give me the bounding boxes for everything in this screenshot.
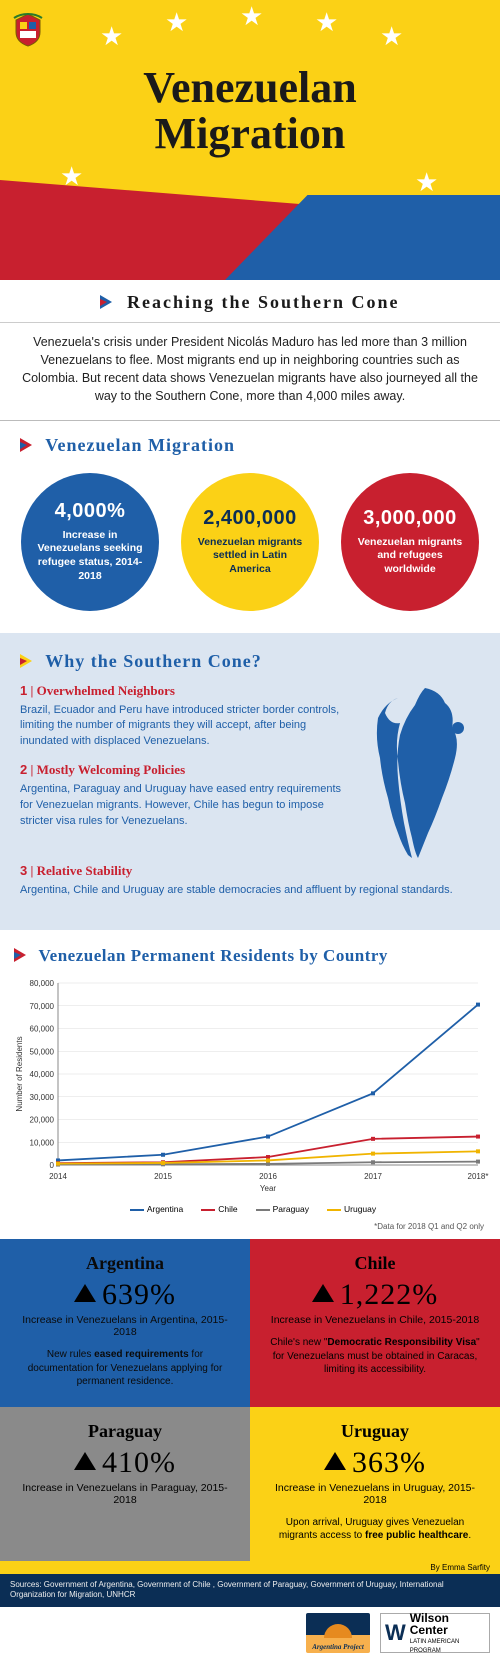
svg-text:Year: Year <box>260 1184 277 1193</box>
title-line-1: Venezuelan <box>143 63 357 112</box>
country-chile: Chile 1,222% Increase in Venezuelans in … <box>250 1239 500 1407</box>
header-flag: ★ ★ ★ ★ ★ ★ ★ Venezuelan Migration <box>0 0 500 280</box>
argentina-project-logo: Argentina Project <box>306 1613 370 1653</box>
southern-cone-map-icon <box>370 683 480 863</box>
play-icon <box>20 436 34 457</box>
svg-text:10,000: 10,000 <box>30 1139 55 1148</box>
uruguay-note: Upon arrival, Uruguay gives Venezuelan m… <box>268 1516 482 1543</box>
chart-footnote: *Data for 2018 Q1 and Q2 only <box>0 1222 500 1239</box>
svg-text:2015: 2015 <box>154 1172 172 1181</box>
stat-circle-refugee: 4,000% Increase in Venezuelans seeking r… <box>21 473 159 611</box>
why-item-1: 1 | Overwhelmed Neighbors Brazil, Ecuado… <box>20 683 356 751</box>
svg-text:2016: 2016 <box>259 1172 277 1181</box>
subtitle-bar: Reaching the Southern Cone <box>0 280 500 323</box>
svg-text:30,000: 30,000 <box>30 1093 55 1102</box>
stat-circle-world: 3,000,000 Venezuelan migrants and refuge… <box>341 473 479 611</box>
intro-paragraph: Venezuela's crisis under President Nicol… <box>0 323 500 421</box>
why-items: 1 | Overwhelmed Neighbors Brazil, Ecuado… <box>20 683 356 863</box>
up-triangle-icon <box>324 1452 346 1470</box>
svg-text:2017: 2017 <box>364 1172 382 1181</box>
svg-text:70,000: 70,000 <box>30 1002 55 1011</box>
play-icon <box>100 293 114 314</box>
why-item-3: 3 | Relative Stability Argentina, Chile … <box>20 863 480 899</box>
svg-text:80,000: 80,000 <box>30 979 55 988</box>
title-line-2: Migration <box>155 109 346 158</box>
section-migration-title: Venezuelan Migration <box>0 421 500 463</box>
argentina-note: New rules eased requirements for documen… <box>18 1348 232 1389</box>
byline: By Emma Sarfity <box>0 1561 500 1574</box>
why-item-2: 2 | Mostly Welcoming Policies Argentina,… <box>20 762 356 830</box>
svg-text:40,000: 40,000 <box>30 1070 55 1079</box>
sources: Sources: Government of Argentina, Govern… <box>0 1574 500 1607</box>
svg-text:2018*: 2018* <box>468 1172 489 1181</box>
logo-bar: Argentina Project W Wilson CenterLATIN A… <box>0 1607 500 1659</box>
chart-title: Venezuelan Permanent Residents by Countr… <box>0 930 500 971</box>
coat-of-arms-icon <box>12 12 44 48</box>
country-uruguay: Uruguay 363% Increase in Venezuelans in … <box>250 1407 500 1561</box>
country-argentina: Argentina 639% Increase in Venezuelans i… <box>0 1239 250 1407</box>
stat-circles: 4,000% Increase in Venezuelans seeking r… <box>0 463 500 633</box>
line-chart: 0 10,000 20,000 30,000 40,000 50,000 60,000 70,… <box>0 971 500 1222</box>
why-section: Why the Southern Cone? 1 | Overwhelmed N… <box>0 633 500 931</box>
main-title: Venezuelan Migration <box>0 65 500 157</box>
country-paraguay: Paraguay 410% Increase in Venezuelans in… <box>0 1407 250 1561</box>
infographic-root: ★ ★ ★ ★ ★ ★ ★ Venezuelan Migration Reach… <box>0 0 500 1659</box>
svg-text:2014: 2014 <box>49 1172 67 1181</box>
wilson-center-logo: W Wilson CenterLATIN AMERICAN PROGRAM <box>380 1613 490 1653</box>
up-triangle-icon <box>312 1284 334 1302</box>
svg-text:50,000: 50,000 <box>30 1048 55 1057</box>
stat-circle-latam: 2,400,000 Venezuelan migrants settled in… <box>181 473 319 611</box>
chart-legend: ArgentinaChileParaguayUruguay <box>10 1200 490 1216</box>
why-title-text: Why the Southern Cone? <box>45 651 262 671</box>
up-triangle-icon <box>74 1452 96 1470</box>
play-icon <box>14 947 28 967</box>
svg-text:0: 0 <box>50 1161 55 1170</box>
svg-text:Number of Residents: Number of Residents <box>15 1037 24 1112</box>
svg-text:60,000: 60,000 <box>30 1025 55 1034</box>
svg-text:20,000: 20,000 <box>30 1116 55 1125</box>
play-icon <box>20 652 34 673</box>
subtitle-text: Reaching the Southern Cone <box>127 292 400 312</box>
chile-note: Chile's new "Democratic Responsibility V… <box>268 1336 482 1377</box>
country-grid: Argentina 639% Increase in Venezuelans i… <box>0 1239 500 1561</box>
up-triangle-icon <box>74 1284 96 1302</box>
